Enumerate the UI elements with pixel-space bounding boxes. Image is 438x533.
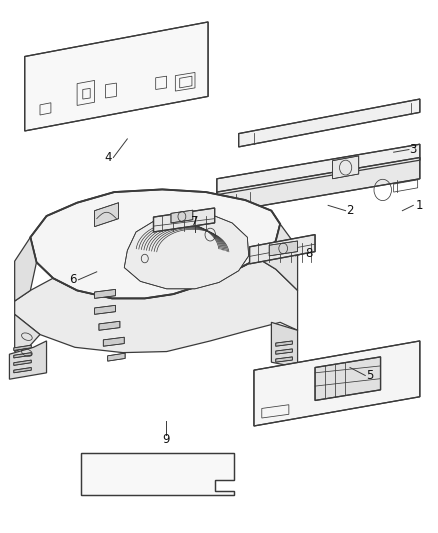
Polygon shape: [103, 337, 124, 346]
Polygon shape: [95, 289, 116, 298]
Polygon shape: [30, 189, 280, 298]
Polygon shape: [124, 213, 249, 289]
Polygon shape: [217, 158, 420, 213]
Text: 3: 3: [410, 143, 417, 156]
Polygon shape: [95, 305, 116, 314]
Polygon shape: [153, 208, 215, 232]
Polygon shape: [217, 144, 420, 195]
Text: 2: 2: [346, 204, 354, 217]
Polygon shape: [14, 360, 31, 366]
Polygon shape: [14, 314, 40, 352]
Polygon shape: [25, 22, 208, 131]
Text: 1: 1: [415, 199, 423, 212]
Text: 7: 7: [191, 215, 199, 228]
Polygon shape: [10, 341, 46, 379]
Polygon shape: [254, 341, 420, 426]
Polygon shape: [14, 353, 31, 358]
Polygon shape: [14, 259, 297, 353]
Polygon shape: [81, 453, 234, 495]
Polygon shape: [14, 345, 31, 351]
Polygon shape: [250, 235, 315, 264]
Polygon shape: [272, 322, 297, 368]
Polygon shape: [99, 321, 120, 330]
Polygon shape: [14, 368, 31, 373]
Polygon shape: [171, 210, 193, 223]
Text: 9: 9: [162, 433, 170, 446]
Polygon shape: [315, 357, 381, 400]
Polygon shape: [332, 156, 359, 179]
Polygon shape: [258, 224, 297, 290]
Polygon shape: [14, 237, 36, 301]
Polygon shape: [269, 241, 297, 256]
Polygon shape: [276, 349, 292, 354]
Text: 6: 6: [69, 273, 77, 286]
Text: 5: 5: [366, 369, 373, 382]
Polygon shape: [276, 357, 292, 362]
Text: 8: 8: [305, 247, 312, 260]
Polygon shape: [239, 99, 420, 147]
Text: 4: 4: [104, 151, 111, 164]
Polygon shape: [276, 341, 292, 346]
Polygon shape: [108, 353, 125, 361]
Polygon shape: [95, 203, 119, 227]
